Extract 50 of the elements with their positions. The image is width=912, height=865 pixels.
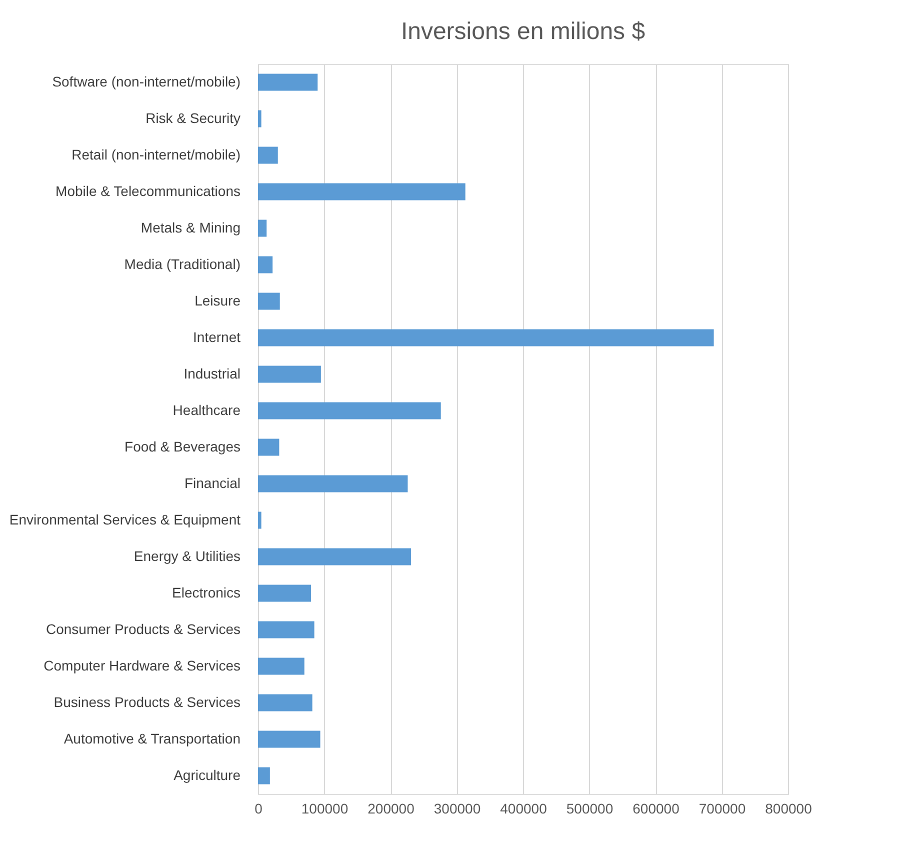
x-tick-label: 0 [254, 800, 263, 816]
bar [258, 146, 278, 164]
chart-title: Inversions en milions $ [400, 18, 646, 45]
y-tick-label: Metals & Mining [140, 219, 240, 236]
bar [258, 110, 262, 128]
x-tick-label: 100000 [301, 800, 348, 816]
y-tick-label: Consumer Products & Services [46, 620, 240, 637]
y-tick-label: Media (Traditional) [124, 256, 240, 272]
x-tick-label: 600000 [632, 800, 680, 816]
y-tick-label: Internet [193, 328, 241, 345]
y-tick-label: Mobile & Telecommunications [56, 182, 240, 199]
y-tick-label: Leisure [194, 292, 241, 308]
y-tick-label: Software (non-internet/mobile) [52, 73, 240, 90]
bar [258, 402, 441, 420]
y-tick-label: Environmental Services & Equipment [9, 511, 241, 528]
y-tick-label: Healthcare [172, 402, 241, 418]
y-tick-label: Electronics [172, 584, 240, 600]
bar [258, 292, 280, 310]
y-tick-label: Risk & Security [146, 110, 240, 126]
bar [258, 74, 318, 91]
bar [258, 658, 304, 675]
x-tick-label: 200000 [368, 800, 415, 816]
y-tick-label: Energy & Utilities [134, 548, 240, 564]
x-tick-label: 500000 [566, 800, 614, 816]
bar [258, 621, 314, 638]
x-tick-label: 400000 [500, 800, 548, 816]
bar [258, 475, 408, 492]
y-tick-label: Computer Hardware & Services [44, 657, 240, 674]
y-tick-label: Automotive & Transportation [64, 730, 240, 746]
y-tick-label: Financial [184, 474, 240, 491]
bar [258, 730, 320, 748]
bar [258, 767, 270, 784]
x-tick-label: 300000 [434, 800, 481, 816]
bar [258, 329, 714, 346]
bar [258, 548, 412, 566]
bar [258, 438, 280, 456]
y-tick-label: Industrial [184, 365, 240, 382]
y-tick-label: Food & Beverages [124, 438, 240, 454]
y-tick-label: Business Products & Services [54, 694, 240, 710]
x-tick-label: 700000 [698, 800, 746, 816]
bar [258, 183, 466, 200]
bar [258, 584, 311, 602]
bar [258, 256, 273, 274]
y-tick-label: Retail (non-internet/mobile) [72, 146, 240, 162]
x-tick-label: 800000 [765, 800, 812, 816]
bar [258, 366, 321, 383]
bar [258, 512, 262, 529]
y-tick-label: Agriculture [174, 766, 241, 783]
bar [258, 220, 267, 237]
bar [258, 694, 312, 712]
